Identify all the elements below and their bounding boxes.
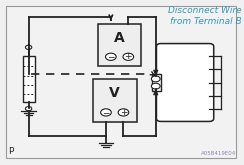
Text: Disconnect Wire
from Terminal B: Disconnect Wire from Terminal B — [168, 6, 242, 26]
Text: +: + — [120, 108, 127, 117]
FancyBboxPatch shape — [156, 44, 214, 121]
Text: A: A — [114, 31, 125, 45]
Text: −: − — [102, 108, 110, 117]
Circle shape — [105, 53, 116, 60]
Bar — [98, 24, 142, 66]
Circle shape — [25, 45, 32, 49]
Bar — [22, 56, 35, 102]
Text: P: P — [8, 147, 13, 156]
Circle shape — [118, 109, 129, 116]
Text: −: − — [107, 52, 115, 61]
Bar — [152, 74, 161, 91]
Text: V: V — [109, 86, 120, 100]
Circle shape — [151, 76, 160, 82]
Text: A05B419E04: A05B419E04 — [201, 151, 236, 156]
Bar — [93, 79, 137, 122]
Circle shape — [123, 53, 134, 60]
Circle shape — [151, 83, 160, 89]
Text: +: + — [124, 52, 132, 61]
Circle shape — [25, 107, 32, 111]
Circle shape — [101, 109, 111, 116]
